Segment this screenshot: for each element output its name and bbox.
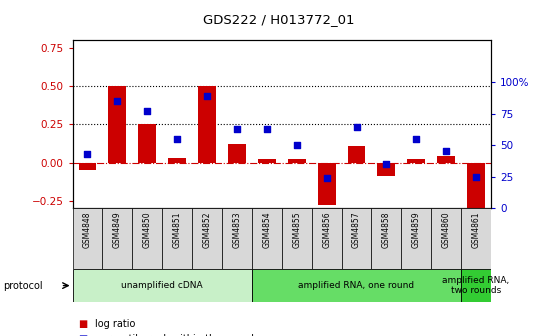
Bar [198,86,216,163]
Point [203,93,211,98]
Point [143,109,152,114]
Text: amplified RNA,
two rounds: amplified RNA, two rounds [442,276,509,295]
Bar [431,208,461,269]
Text: GSM4850: GSM4850 [143,211,152,248]
Bar [437,156,455,163]
Text: percentile rank within the sample: percentile rank within the sample [95,334,260,336]
Bar [377,163,396,176]
Text: GSM4855: GSM4855 [292,211,301,248]
Text: ■: ■ [78,334,88,336]
Bar [73,269,252,302]
Bar [222,208,252,269]
Point [173,136,182,141]
Bar [79,163,97,170]
Text: GSM4856: GSM4856 [322,211,331,248]
Point [113,98,122,103]
Bar [228,144,246,163]
Text: GSM4860: GSM4860 [442,211,451,248]
Bar [312,208,341,269]
Point [352,125,361,130]
Text: GSM4853: GSM4853 [233,211,242,248]
Text: ■: ■ [78,319,88,329]
Bar [372,208,401,269]
Bar [467,163,485,211]
Point [262,126,271,131]
Bar [461,269,491,302]
Text: GSM4857: GSM4857 [352,211,361,248]
Bar [192,208,222,269]
Text: GSM4859: GSM4859 [412,211,421,248]
Bar [288,160,306,163]
Point [83,151,92,157]
Bar [461,208,491,269]
Bar [407,160,425,163]
Bar [138,124,156,163]
Point [472,174,480,179]
Bar [252,269,461,302]
Text: GSM4849: GSM4849 [113,211,122,248]
Text: GSM4852: GSM4852 [203,211,211,248]
Bar [318,163,335,205]
Point [412,136,421,141]
Point [382,161,391,167]
Bar [168,158,186,163]
Text: GSM4851: GSM4851 [172,211,182,248]
Text: GDS222 / H013772_01: GDS222 / H013772_01 [203,13,355,27]
Text: GSM4861: GSM4861 [472,211,480,248]
Bar [282,208,312,269]
Text: GSM4858: GSM4858 [382,211,391,248]
Text: unamplified cDNA: unamplified cDNA [122,281,203,290]
Point [233,126,242,131]
Text: GSM4848: GSM4848 [83,211,92,248]
Bar [348,146,365,163]
Point [442,149,451,154]
Bar [341,208,372,269]
Bar [258,160,276,163]
Bar [108,86,126,163]
Text: protocol: protocol [3,281,42,291]
Bar [103,208,132,269]
Text: log ratio: log ratio [95,319,135,329]
Bar [252,208,282,269]
Bar [162,208,192,269]
Point [292,142,301,148]
Text: amplified RNA, one round: amplified RNA, one round [299,281,415,290]
Text: GSM4854: GSM4854 [262,211,271,248]
Bar [401,208,431,269]
Bar [73,208,103,269]
Bar [132,208,162,269]
Point [322,175,331,181]
